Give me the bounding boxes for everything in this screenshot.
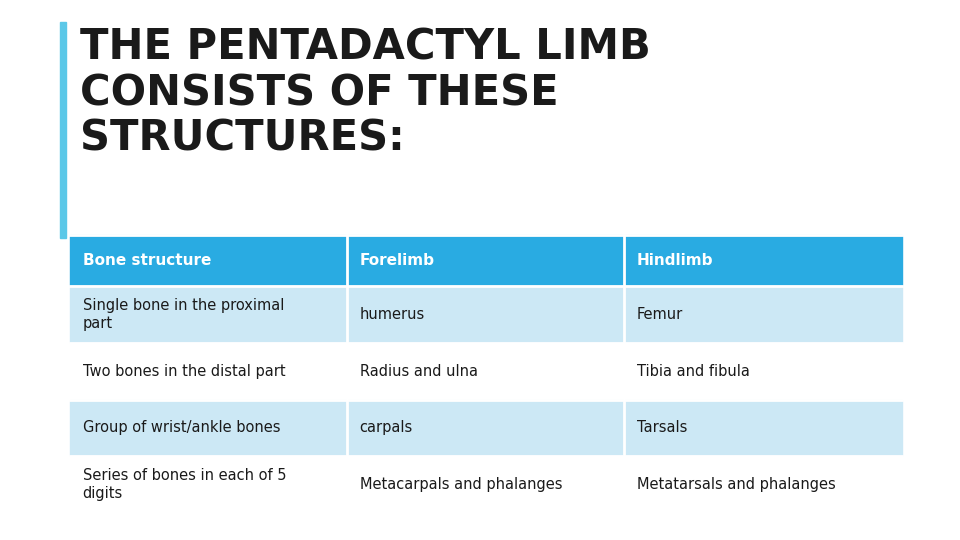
Bar [624,235,902,286]
Text: Forelimb: Forelimb [360,253,435,268]
Bar [70,343,348,400]
Text: Series of bones in each of 5
digits: Series of bones in each of 5 digits [83,468,286,501]
Bar [348,400,624,456]
Text: THE PENTADACTYL LIMB
CONSISTS OF THESE
STRUCTURES:: THE PENTADACTYL LIMB CONSISTS OF THESE S… [80,27,651,160]
Bar [624,343,902,400]
Text: Metacarpals and phalanges: Metacarpals and phalanges [360,477,563,492]
Bar [70,235,348,286]
Bar [70,400,348,456]
Bar [348,286,624,343]
Bar [348,343,624,400]
Text: carpals: carpals [360,421,413,435]
Bar [60,22,66,238]
Text: Radius and ulna: Radius and ulna [360,364,478,379]
Text: Tibia and fibula: Tibia and fibula [636,364,750,379]
Bar [624,456,902,513]
Text: Tarsals: Tarsals [636,421,687,435]
Text: Two bones in the distal part: Two bones in the distal part [83,364,285,379]
Bar [624,286,902,343]
Text: Single bone in the proximal
part: Single bone in the proximal part [83,298,284,331]
Bar [348,456,624,513]
Text: humerus: humerus [360,307,425,322]
Bar [348,235,624,286]
Text: Hindlimb: Hindlimb [636,253,713,268]
Bar [70,456,348,513]
Text: Bone structure: Bone structure [83,253,211,268]
Bar [70,286,348,343]
Text: Group of wrist/ankle bones: Group of wrist/ankle bones [83,421,280,435]
Bar [624,400,902,456]
Text: Metatarsals and phalanges: Metatarsals and phalanges [636,477,835,492]
Text: Femur: Femur [636,307,684,322]
